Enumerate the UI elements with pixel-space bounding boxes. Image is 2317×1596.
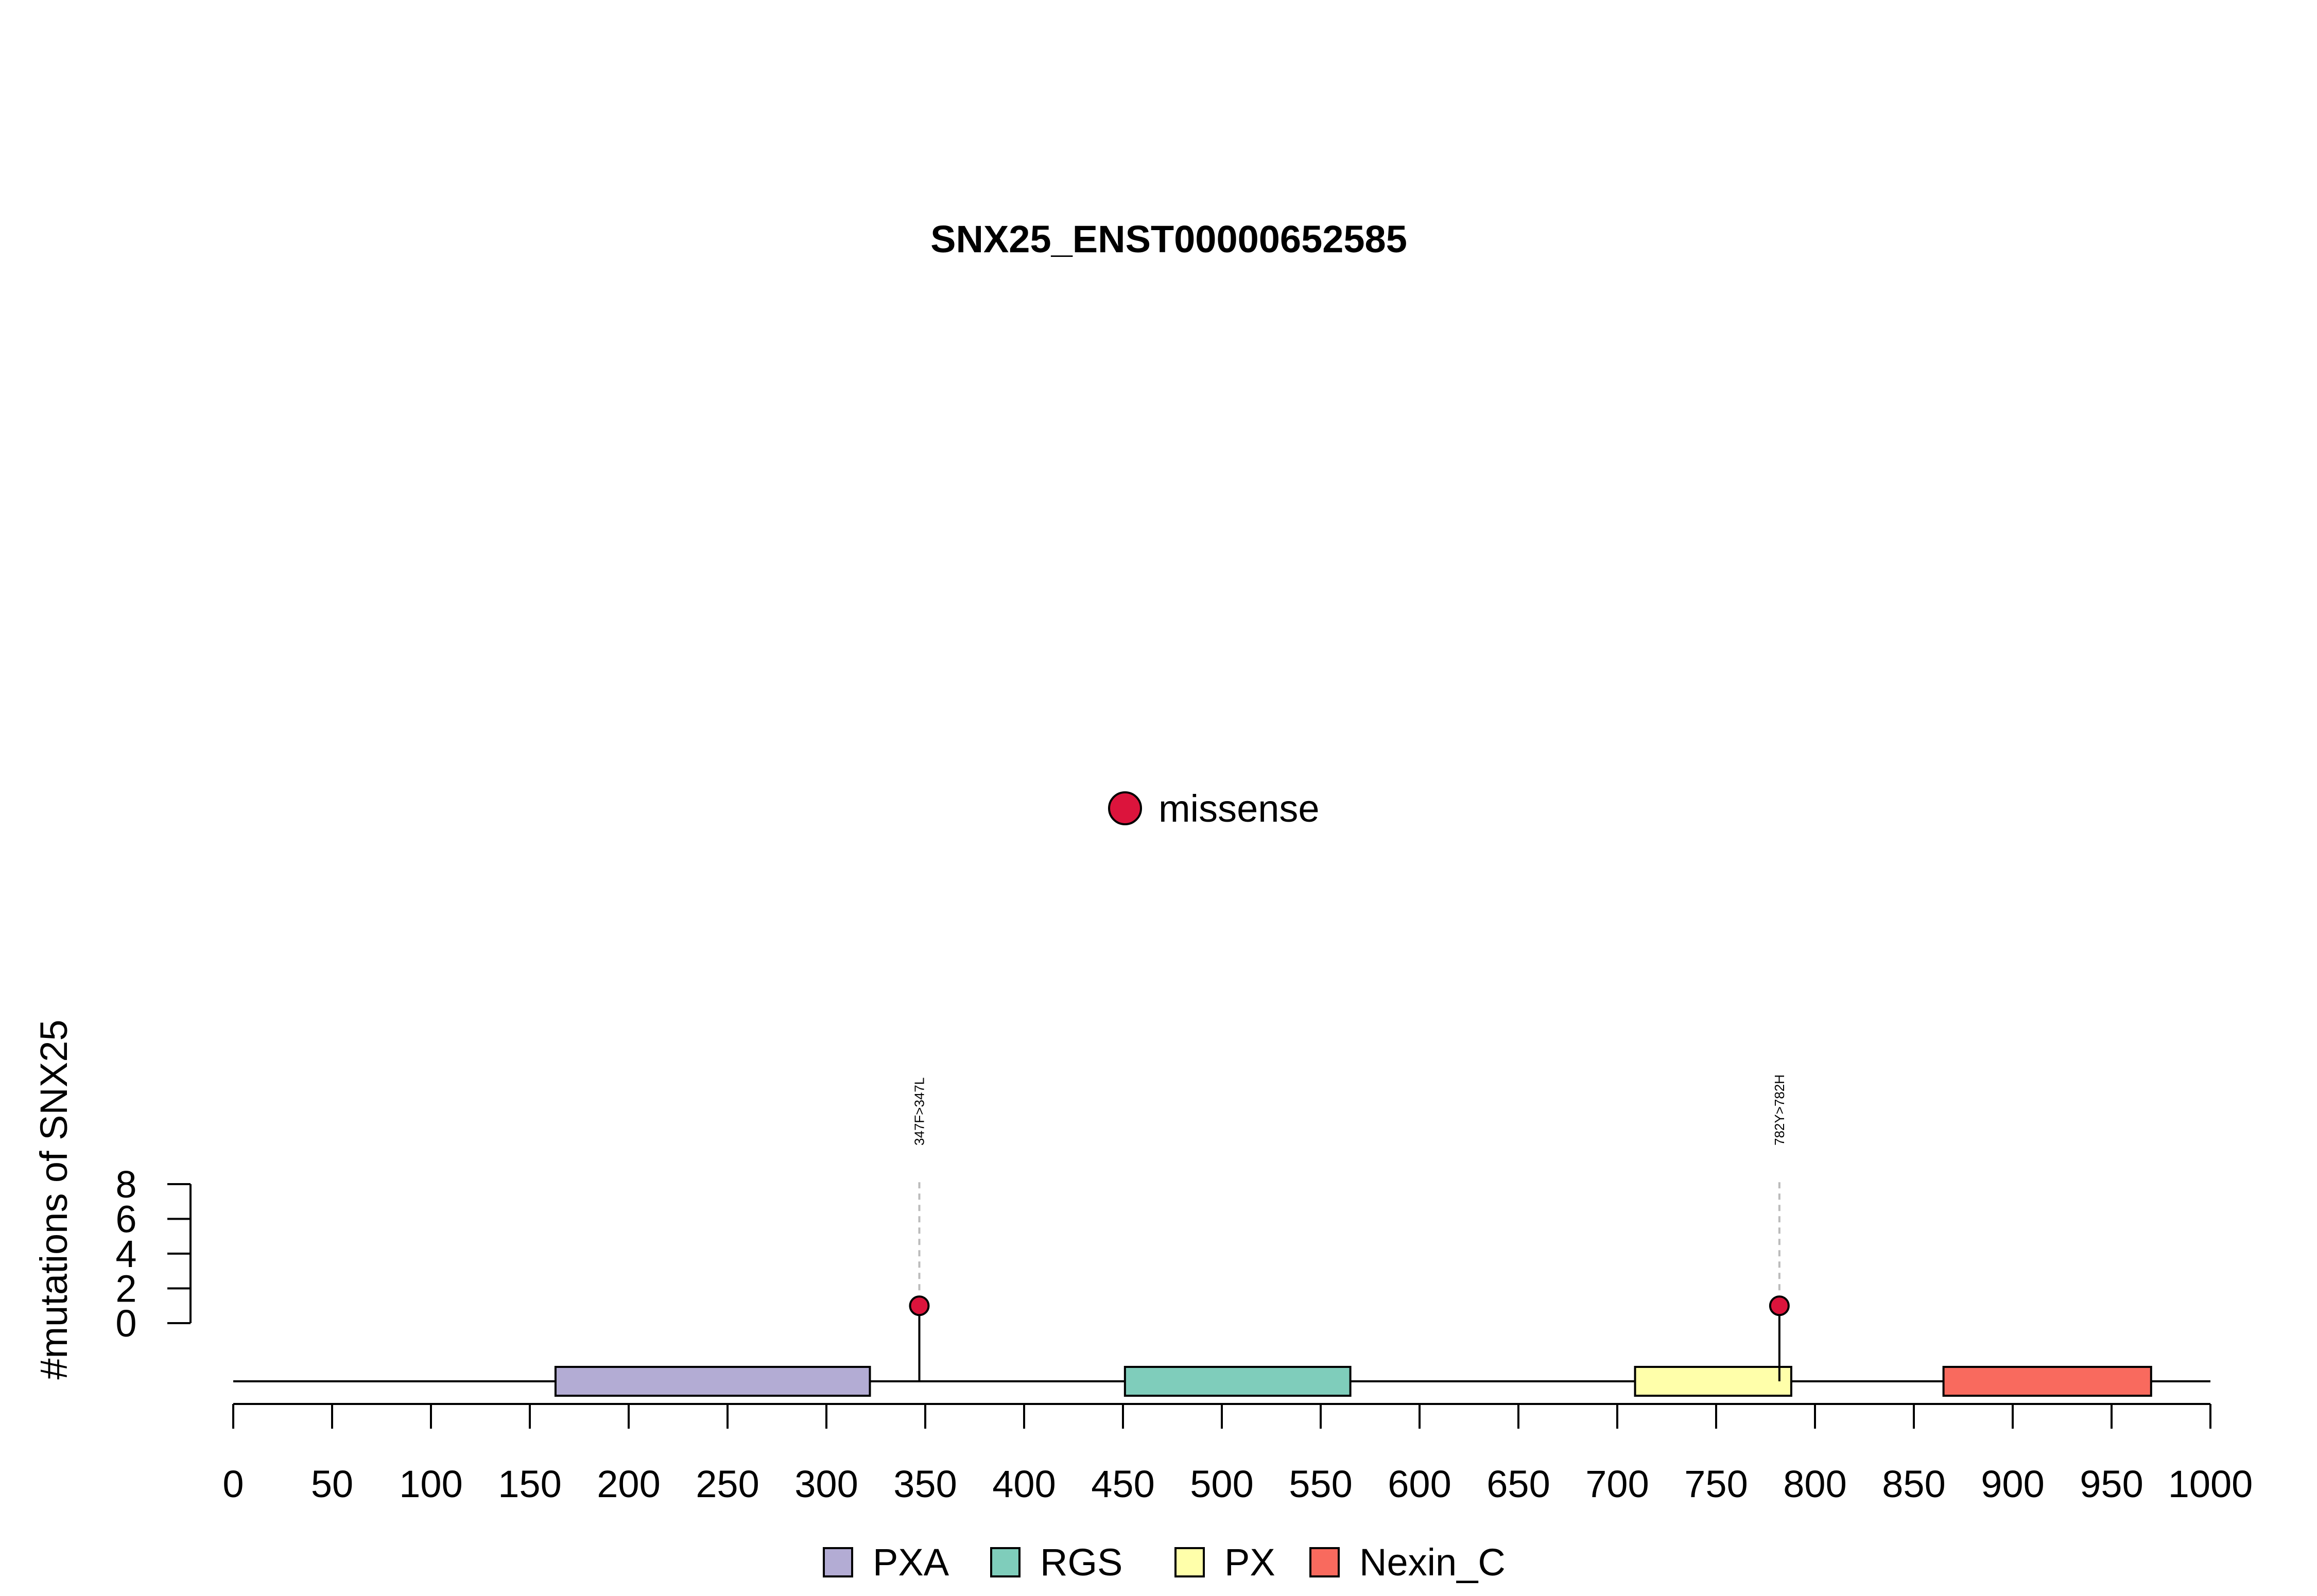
domain-Nexin_C xyxy=(1942,1366,2152,1397)
domain-PXA xyxy=(554,1366,871,1397)
legend-label-missense: missense xyxy=(1158,787,1320,830)
y-tick-label-6: 6 xyxy=(115,1198,136,1241)
legend-swatch-Nexin_C xyxy=(1309,1547,1340,1577)
x-tick-label-300: 300 xyxy=(794,1463,858,1505)
legend-label-PX: PX xyxy=(1224,1541,1275,1584)
x-tick-label-250: 250 xyxy=(696,1463,759,1505)
x-tick-label-900: 900 xyxy=(1981,1463,2044,1505)
lollipop-head-347 xyxy=(909,1295,930,1316)
x-tick-label-150: 150 xyxy=(498,1463,561,1505)
y-axis-label: #mutations of SNX25 xyxy=(32,1019,75,1379)
y-tick-label-4: 4 xyxy=(115,1233,136,1275)
mutation-legend: missense xyxy=(1108,787,1320,830)
x-tick-label-1000: 1000 xyxy=(2168,1463,2253,1505)
domain-boxes xyxy=(554,1366,2152,1397)
y-tick-label-8: 8 xyxy=(115,1163,136,1206)
chart-title: SNX25_ENST00000652585 xyxy=(930,218,1407,261)
x-tick-label-450: 450 xyxy=(1091,1463,1154,1505)
x-tick-label-800: 800 xyxy=(1783,1463,1846,1505)
x-tick-label-100: 100 xyxy=(399,1463,462,1505)
x-tick-label-600: 600 xyxy=(1388,1463,1451,1505)
x-tick-label-350: 350 xyxy=(893,1463,957,1505)
legend-marker-missense xyxy=(1108,791,1142,825)
mutation-lollipops: 347F>347L 782Y>782H xyxy=(909,1074,1790,1381)
x-tick-label-500: 500 xyxy=(1190,1463,1253,1505)
legend-swatch-PXA xyxy=(823,1547,853,1577)
mutation-label-782: 782Y>782H xyxy=(1772,1074,1787,1146)
x-tick-label-750: 750 xyxy=(1684,1463,1748,1505)
domain-legend: PXA RGS PX Nexin_C xyxy=(823,1541,1506,1584)
x-axis: 0 50 100 150 200 250 300 350 400 450 500 550 600 650 7… xyxy=(222,1403,2253,1505)
x-tick-label-200: 200 xyxy=(597,1463,660,1505)
x-tick-label-850: 850 xyxy=(1882,1463,1945,1505)
legend-label-PXA: PXA xyxy=(873,1541,949,1584)
y-tick-label-2: 2 xyxy=(115,1268,136,1310)
lollipop-head-782 xyxy=(1769,1295,1790,1316)
x-tick-label-50: 50 xyxy=(311,1463,353,1505)
legend-label-Nexin_C: Nexin_C xyxy=(1359,1541,1506,1584)
x-tick-label-0: 0 xyxy=(222,1463,244,1505)
domain-PX xyxy=(1634,1366,1792,1397)
x-tick-label-400: 400 xyxy=(992,1463,1056,1505)
x-tick-label-700: 700 xyxy=(1585,1463,1649,1505)
legend-swatch-PX xyxy=(1174,1547,1205,1577)
domain-RGS xyxy=(1123,1366,1352,1397)
x-tick-label-650: 650 xyxy=(1486,1463,1550,1505)
mutation-label-347: 347F>347L xyxy=(911,1078,927,1146)
x-tick-label-550: 550 xyxy=(1289,1463,1352,1505)
x-tick-label-950: 950 xyxy=(2080,1463,2143,1505)
legend-label-RGS: RGS xyxy=(1040,1541,1122,1584)
y-tick-label-0: 0 xyxy=(115,1302,136,1345)
legend-swatch-RGS xyxy=(990,1547,1021,1577)
